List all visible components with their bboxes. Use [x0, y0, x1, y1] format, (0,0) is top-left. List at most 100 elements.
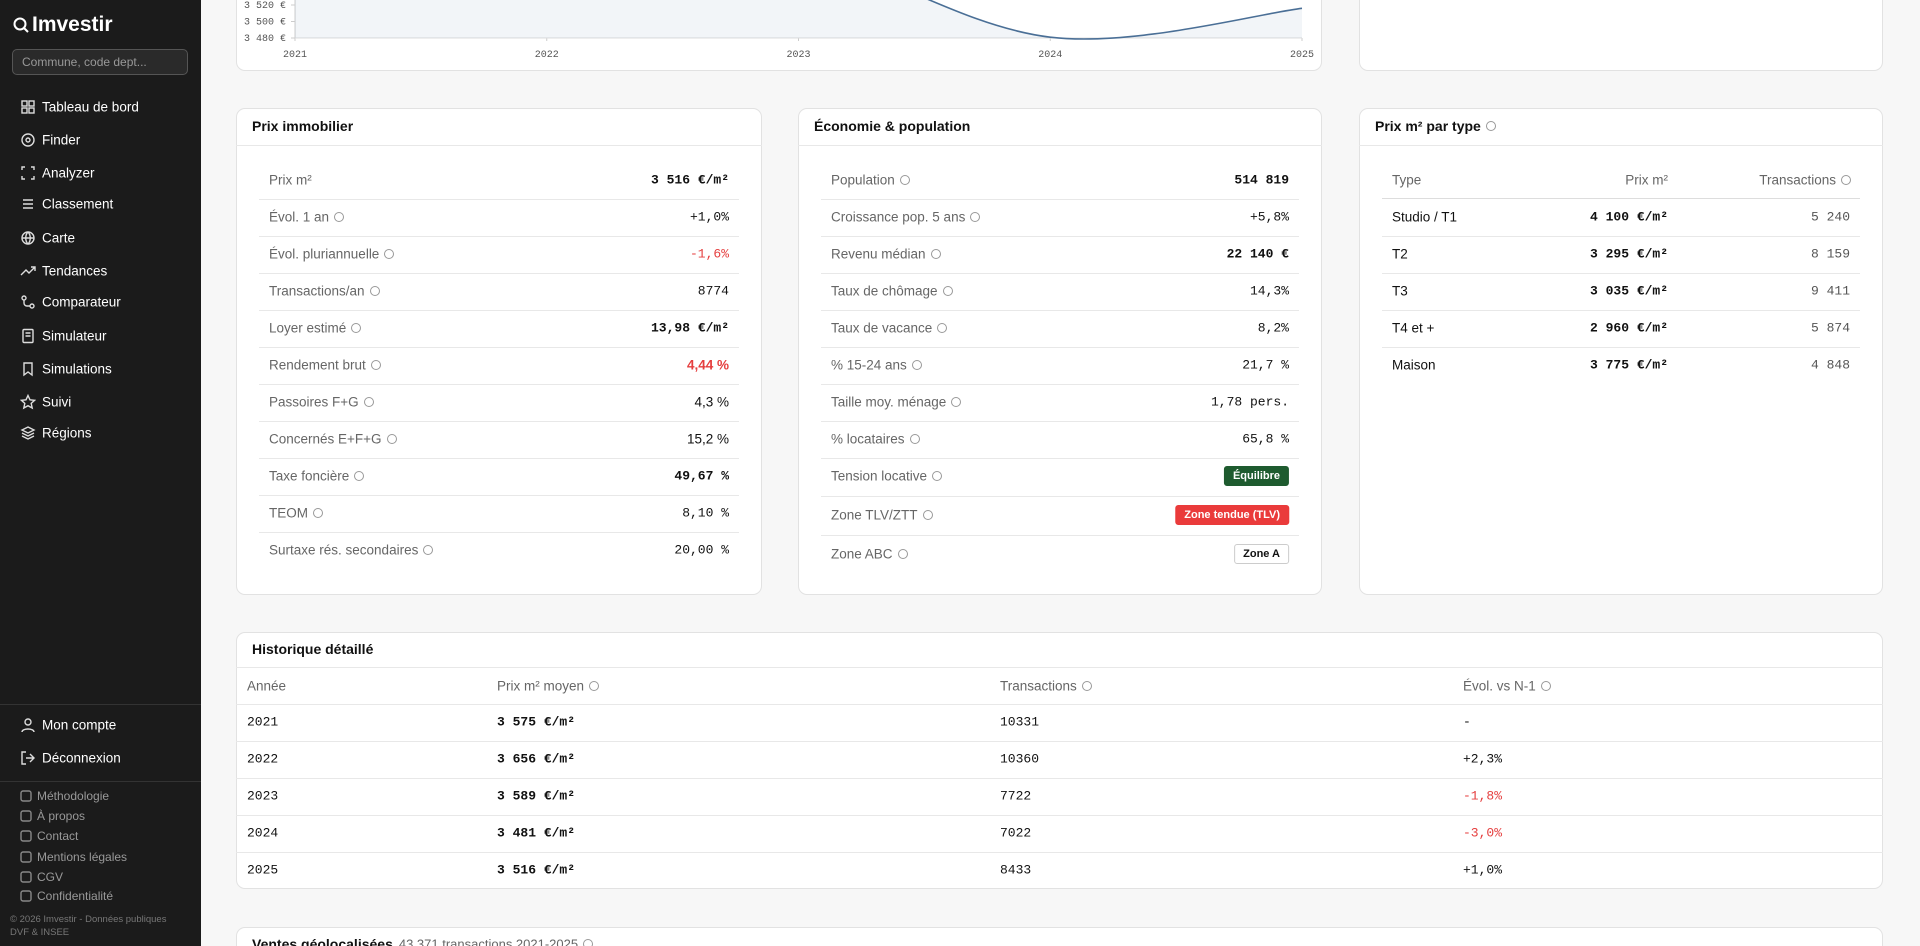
- account-icon: [20, 750, 36, 766]
- row-divider: [259, 272, 739, 274]
- sidebar-divider: [0, 704, 201, 705]
- x-tick-label: 2023: [786, 50, 810, 61]
- row-value: 4,44 %: [686, 357, 729, 373]
- card-title: Historique détaillé: [252, 641, 374, 657]
- info-icon: [363, 397, 374, 407]
- row-label: Rendement brut: [269, 357, 366, 373]
- info-icon: [354, 471, 365, 481]
- row-divider: [259, 494, 739, 496]
- account-item[interactable]: Déconnexion: [42, 750, 121, 766]
- row-divider: [1382, 235, 1860, 237]
- row-label: Taxe foncière: [269, 468, 350, 484]
- table-header: Prix m²: [1625, 172, 1668, 188]
- footer-link[interactable]: CGV: [37, 870, 64, 884]
- info-icon: [369, 286, 380, 296]
- card-header-divider: [236, 667, 1883, 668]
- line: [927, 0, 1303, 40]
- table-cell: 8433: [1000, 862, 1032, 878]
- row-divider: [259, 383, 739, 385]
- footer-link[interactable]: Confidentialité: [37, 889, 114, 903]
- table-cell: T3: [1392, 283, 1408, 299]
- card-title: Prix m² par type: [1375, 118, 1481, 134]
- row-divider: [821, 457, 1299, 459]
- row-divider: [821, 420, 1299, 422]
- sidebar: [0, 0, 201, 946]
- nav-item[interactable]: Suivi: [42, 394, 72, 410]
- card: [1359, 108, 1883, 595]
- table-cell: +2,3%: [1463, 751, 1503, 767]
- row-label: Taux de vacance: [831, 320, 933, 336]
- row-divider: [259, 309, 739, 311]
- table-cell: Studio / T1: [1392, 209, 1458, 225]
- nav-item[interactable]: Simulations: [42, 361, 112, 377]
- nav-item[interactable]: Comparateur: [42, 294, 121, 310]
- row-value: 49,67 %: [674, 468, 729, 484]
- table-cell: 3 775 €/m²: [1589, 357, 1668, 373]
- nav-icon: [20, 230, 36, 246]
- row-value: 20,00 %: [674, 542, 729, 558]
- nav-item[interactable]: Tableau de bord: [42, 99, 139, 115]
- footer-link[interactable]: Méthodologie: [37, 789, 110, 803]
- table-cell: 3 589 €/m²: [497, 788, 576, 804]
- x-tick-label: 2022: [535, 50, 559, 61]
- table-cell: 3 516 €/m²: [497, 862, 576, 878]
- card-header-divider: [236, 145, 762, 146]
- nav-item[interactable]: Régions: [42, 425, 92, 441]
- row-divider: [821, 383, 1299, 385]
- row-value: 8,10 %: [682, 505, 729, 521]
- info-icon: [899, 175, 910, 185]
- nav-icon: [20, 425, 36, 441]
- row-label: Loyer estimé: [269, 320, 347, 336]
- row-divider: [821, 534, 1299, 536]
- footer-icon: [18, 849, 34, 865]
- row-label: Évol. 1 an: [269, 209, 330, 225]
- table-cell: 5 874: [1810, 320, 1850, 336]
- row-divider: [259, 457, 739, 459]
- nav-item[interactable]: Tendances: [42, 263, 108, 279]
- table-cell: 7022: [1000, 825, 1032, 841]
- card-title: Prix immobilier: [252, 118, 354, 134]
- badge: Zone tendue (TLV): [1175, 505, 1289, 525]
- row-divider: [236, 740, 1883, 742]
- search-input[interactable]: [12, 49, 188, 75]
- logo-icon: [13, 17, 29, 33]
- footer-icon: [18, 788, 34, 804]
- row-divider: [259, 420, 739, 422]
- nav-item[interactable]: Finder: [42, 132, 81, 148]
- info-icon: [334, 212, 345, 222]
- nav-icon: [20, 99, 36, 115]
- row-value: -1,6%: [689, 246, 729, 262]
- table-header: Transactions: [1000, 678, 1077, 694]
- sidebar-divider: [0, 781, 201, 782]
- info-icon: [1081, 681, 1092, 691]
- footer-link[interactable]: À propos: [37, 809, 86, 823]
- row-divider: [821, 309, 1299, 311]
- table-header: Prix m² moyen: [497, 678, 585, 694]
- nav-item[interactable]: Analyzer: [42, 165, 95, 181]
- nav-item[interactable]: Classement: [42, 196, 114, 212]
- row-value: 8,2%: [1257, 320, 1289, 336]
- footer-icon: [18, 808, 34, 824]
- nav-item[interactable]: Carte: [42, 230, 76, 246]
- x-tick-label: 2021: [283, 50, 307, 61]
- table-cell: 9 411: [1810, 283, 1850, 299]
- empty-card: [1359, 0, 1883, 71]
- row-label: Prix m²: [269, 172, 312, 188]
- table-cell: 3 295 €/m²: [1589, 246, 1668, 262]
- card-title: Ventes géolocalisées: [252, 936, 393, 946]
- row-value: 21,7 %: [1242, 357, 1289, 373]
- nav-icon: [20, 196, 36, 212]
- account-item[interactable]: Mon compte: [42, 717, 117, 733]
- table-cell: 4 100 €/m²: [1589, 209, 1668, 225]
- table-cell: 3 575 €/m²: [497, 714, 576, 730]
- row-label: Zone ABC: [831, 546, 893, 562]
- footer-link[interactable]: Mentions légales: [37, 850, 128, 864]
- table-cell: 4 848: [1810, 357, 1850, 373]
- row-value: 22 140 €: [1226, 246, 1289, 262]
- row-value: 13,98 €/m²: [650, 320, 729, 336]
- footer-link[interactable]: Contact: [37, 829, 79, 843]
- nav-item[interactable]: Simulateur: [42, 328, 107, 344]
- row-label: % locataires: [831, 431, 905, 447]
- row-value: 514 819: [1234, 172, 1289, 188]
- info-icon: [909, 434, 920, 444]
